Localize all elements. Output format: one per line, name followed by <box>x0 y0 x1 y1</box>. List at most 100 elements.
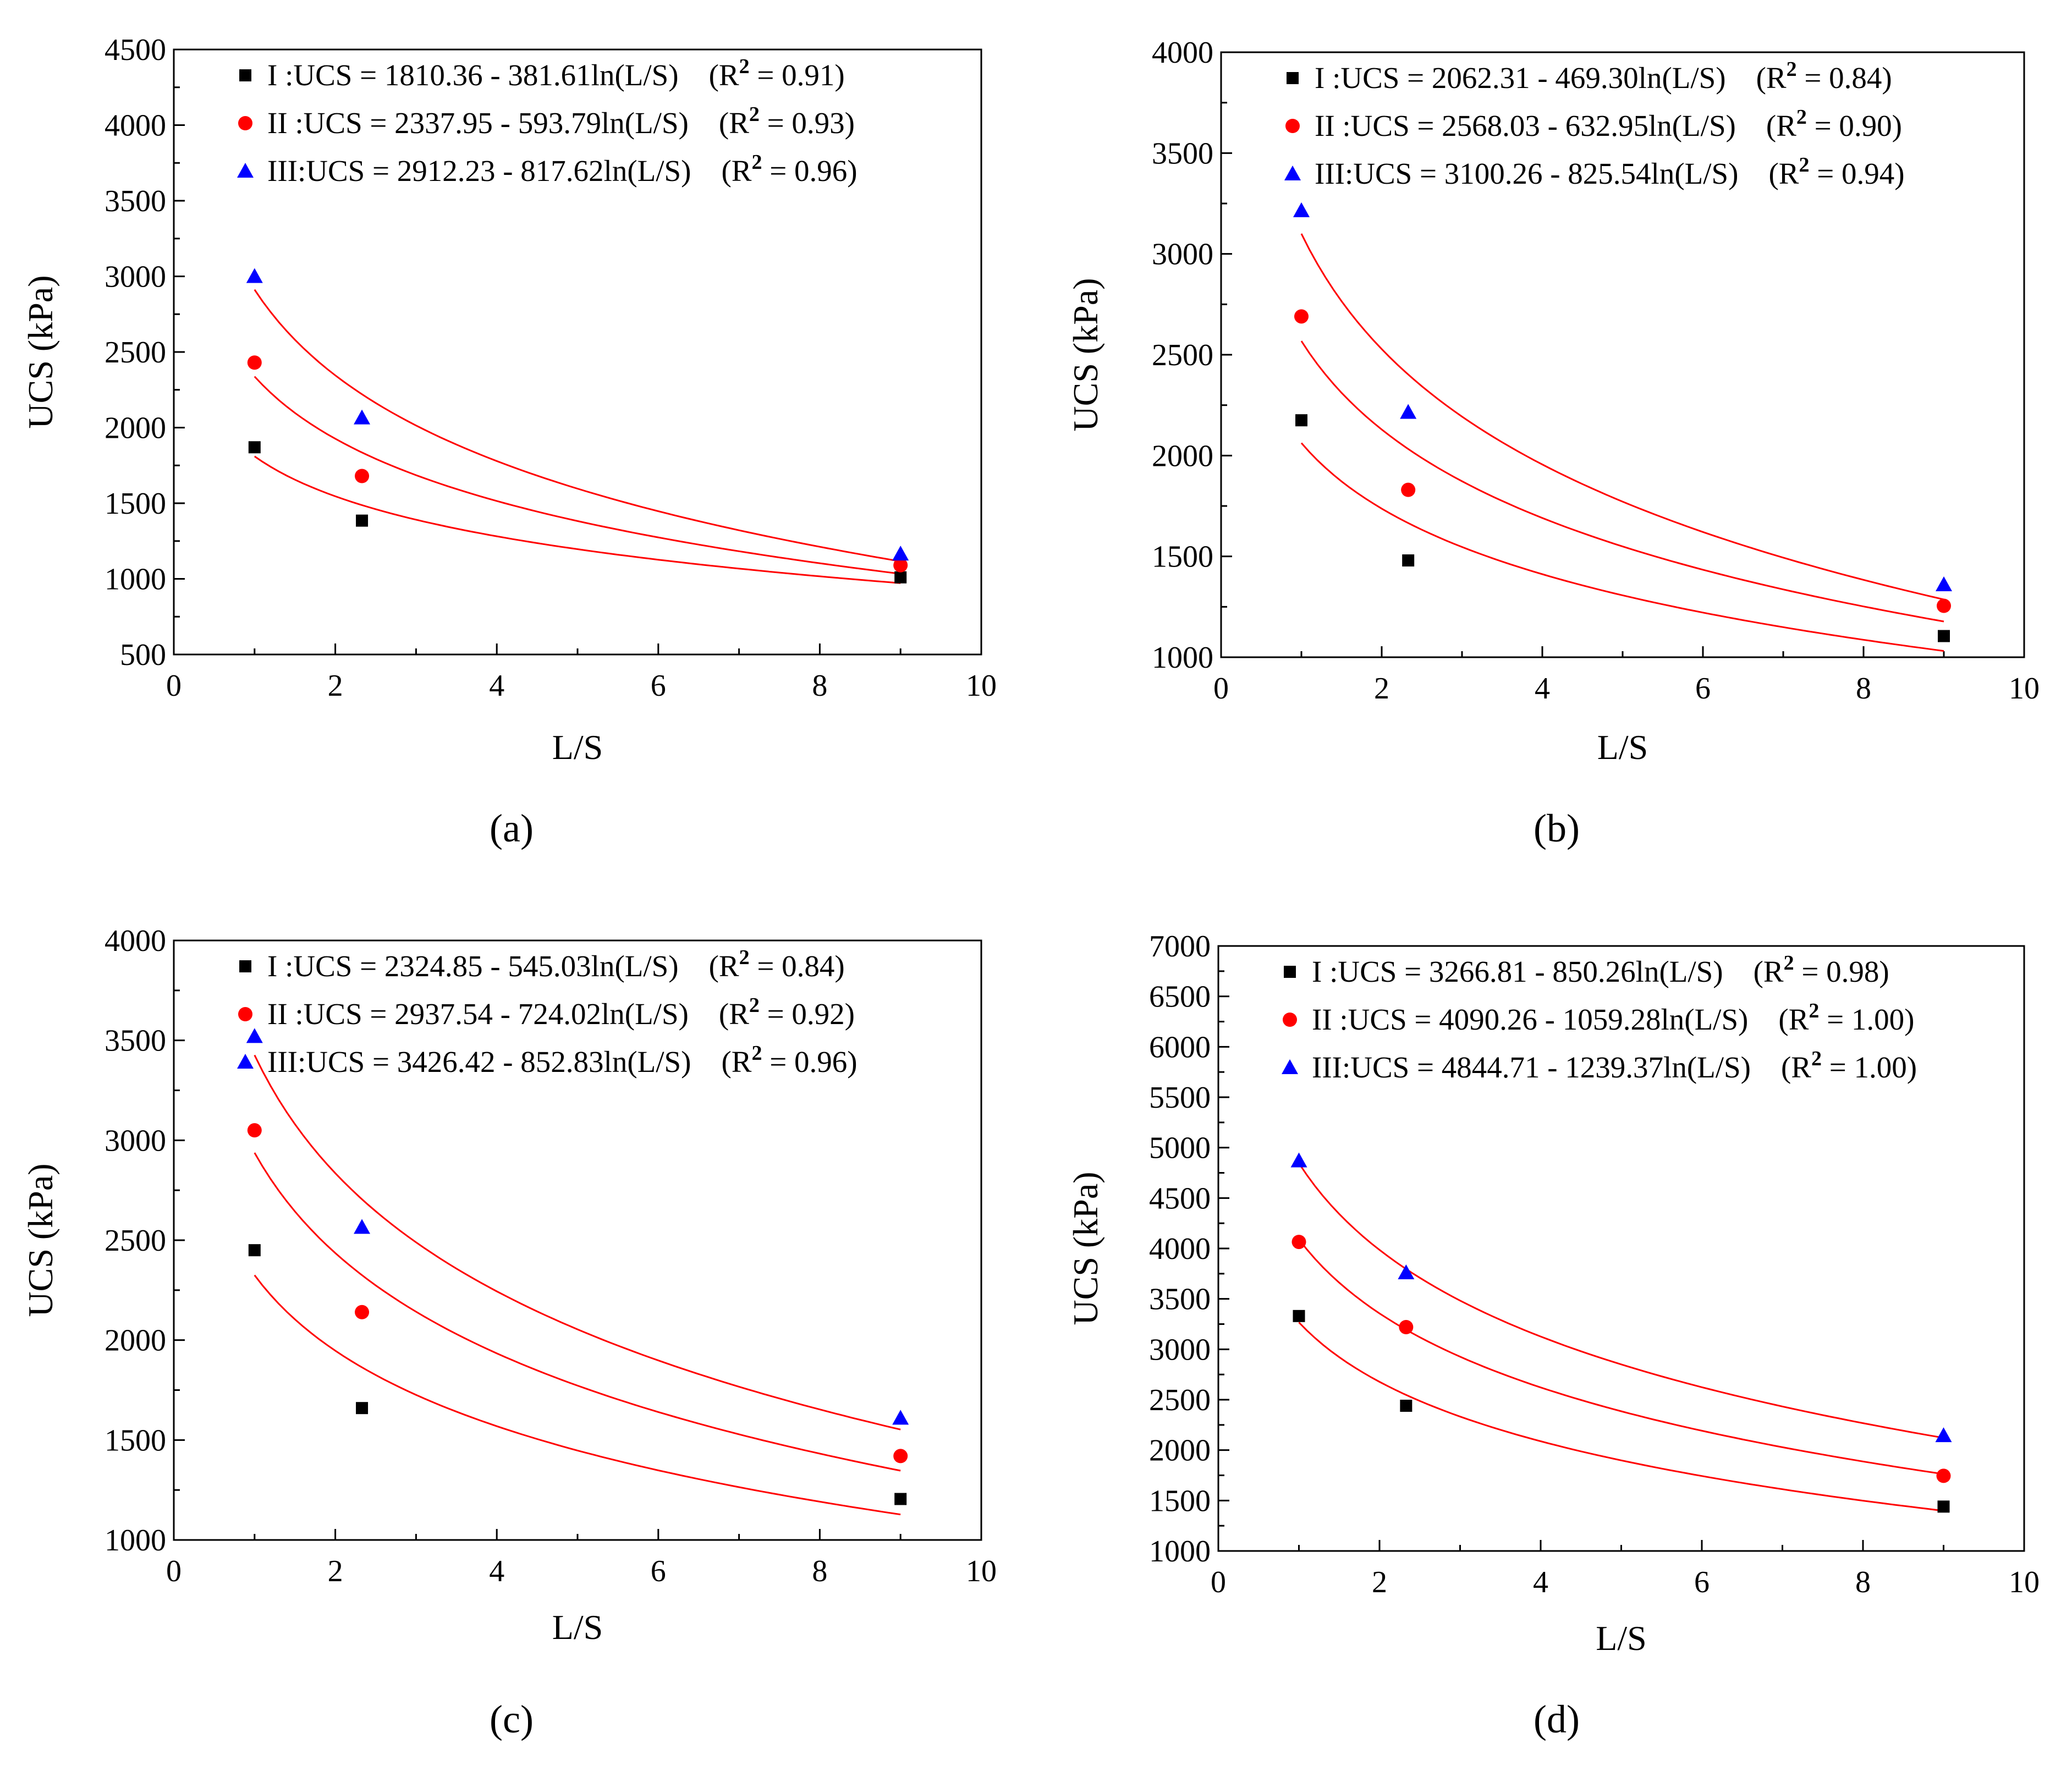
legend-equation: I :UCS = 1810.36 - 381.61ln(L/S) <box>267 58 679 92</box>
x-tick-label: 4 <box>489 669 504 703</box>
x-tick-label: 4 <box>1535 672 1550 706</box>
y-tick-label: 2000 <box>1152 439 1213 473</box>
legend-marker-series-I <box>1287 72 1299 84</box>
legend-r2-value: 1.00 <box>1854 1050 1906 1084</box>
legend-entry-series-II: II :UCS = 2568.03 - 632.95ln(L/S) (R2 = 0… <box>1315 106 1902 142</box>
panel-caption: (c) <box>490 1697 534 1741</box>
fit-curve-series-III <box>1300 233 1944 601</box>
x-tick-label: 0 <box>1213 672 1229 706</box>
y-tick-label: 4000 <box>1152 36 1213 70</box>
legend-marker-series-I <box>1284 966 1296 978</box>
y-tick-label: 2000 <box>1149 1434 1211 1468</box>
legend-r2-value: 0.84 <box>1829 61 1882 95</box>
x-tick-label: 2 <box>328 1554 343 1588</box>
legend-r2-superscript: 2 <box>749 994 760 1017</box>
x-tick-label: 10 <box>966 669 997 703</box>
y-tick-label: 3000 <box>1152 238 1213 272</box>
x-tick-label: 2 <box>328 669 343 703</box>
y-tick-label: 5500 <box>1149 1081 1211 1115</box>
y-tick-label: 3500 <box>1152 136 1213 170</box>
x-axis-label: L/S <box>552 728 603 767</box>
data-point-series-III <box>892 1410 909 1425</box>
y-tick-label: 1000 <box>1149 1534 1211 1569</box>
legend-equation: III:UCS = 3426.42 - 852.83ln(L/S) <box>267 1045 691 1079</box>
data-point-series-II <box>1936 1468 1951 1483</box>
legend-r2-close: ) <box>1907 1050 1917 1084</box>
y-tick-label: 7000 <box>1149 929 1211 964</box>
y-tick-label: 1500 <box>1149 1484 1211 1518</box>
data-point-series-III <box>1290 1152 1307 1168</box>
legend-r2-superscript: 2 <box>1784 951 1794 975</box>
fit-curve-series-II <box>254 1152 901 1472</box>
data-point-series-II <box>893 1449 908 1464</box>
y-tick-label: 2500 <box>1152 338 1213 372</box>
legend-equation: I :UCS = 3266.81 - 850.26ln(L/S) <box>1312 955 1723 988</box>
x-tick-label: 4 <box>489 1554 504 1588</box>
data-point-series-III <box>1398 1264 1415 1279</box>
data-point-series-II <box>355 469 370 483</box>
x-axis-label: L/S <box>552 1608 603 1647</box>
legend-equation: II :UCS = 4090.26 - 1059.28ln(L/S) <box>1312 1003 1748 1036</box>
legend-marker-series-I <box>239 960 251 972</box>
y-tick-label: 1000 <box>105 1523 166 1558</box>
legend-entry-series-I: I :UCS = 2062.31 - 469.30ln(L/S) (R2 = 0.… <box>1315 58 1892 95</box>
legend-r2-value: 0.93 <box>792 106 844 140</box>
panel-caption: (b) <box>1534 806 1580 850</box>
fit-curve-series-I <box>254 1274 901 1516</box>
legend-marker-series-II <box>1285 119 1300 133</box>
legend-entry-series-III: III:UCS = 4844.71 - 1239.37ln(L/S) (R2 = … <box>1312 1047 1917 1084</box>
legend-r2-equals: = <box>750 58 782 92</box>
data-point-series-II <box>893 558 908 573</box>
legend-r2-superscript: 2 <box>1799 153 1809 177</box>
legend-r2-close: ) <box>1894 157 1904 190</box>
legend-r2-value: 0.92 <box>792 997 844 1031</box>
legend-r2-value: 0.96 <box>794 154 847 188</box>
data-point-series-III <box>1935 1427 1952 1443</box>
legend-r2-equals: = <box>1807 109 1839 142</box>
x-tick-label: 0 <box>166 1554 182 1588</box>
legend-r2-value: 0.84 <box>782 949 834 983</box>
legend-r2-superscript: 2 <box>1811 1047 1822 1070</box>
legend-r2-equals: = <box>760 106 792 140</box>
plot-frame <box>173 48 982 656</box>
fit-curve-series-I <box>1300 442 1944 652</box>
legend-r2-open: (R <box>1781 1050 1811 1084</box>
legend-r2-equals: = <box>1822 1050 1854 1084</box>
fit-curve-series-I <box>254 455 901 584</box>
legend-r2-value: 0.96 <box>794 1045 847 1079</box>
y-tick-label: 2500 <box>105 1224 166 1258</box>
x-axis-label: L/S <box>1596 1619 1646 1658</box>
y-tick-label: 4000 <box>1149 1232 1211 1266</box>
data-point-series-III <box>354 409 371 425</box>
legend-entry-series-II: II :UCS = 2937.54 - 724.02ln(L/S) (R2 = 0… <box>267 994 855 1031</box>
panel-caption: (d) <box>1534 1697 1580 1741</box>
data-point-series-III <box>246 1028 263 1043</box>
y-tick-label: 3000 <box>105 260 166 294</box>
x-tick-label: 8 <box>1856 672 1871 706</box>
fit-curve-series-III <box>254 289 901 563</box>
data-point-series-II <box>1294 309 1309 324</box>
y-tick-label: 2000 <box>105 1324 166 1358</box>
y-tick-label: 6000 <box>1149 1030 1211 1064</box>
plot-frame <box>1220 51 2025 658</box>
legend-r2-superscript: 2 <box>739 55 750 78</box>
y-tick-label: 2000 <box>105 411 166 445</box>
data-point-series-II <box>355 1305 370 1319</box>
fit-curve-series-II <box>1298 1239 1944 1475</box>
legend-r2-close: ) <box>1892 109 1902 142</box>
legend-r2-open: (R <box>1778 1003 1809 1036</box>
y-tick-label: 3500 <box>105 1024 166 1058</box>
legend-r2-value: 0.91 <box>782 58 834 92</box>
legend-r2-close: ) <box>845 106 855 140</box>
chart-panel-3: 0 2 4 6 8 10 1000 1500 2000 2500 3000 3500 4000 L/S UC… <box>21 924 997 1741</box>
data-point-series-III <box>892 546 909 561</box>
data-point-series-III <box>1936 576 1952 591</box>
legend-r2-open: (R <box>719 106 749 140</box>
legend-marker-series-III <box>1284 166 1301 180</box>
legend-r2-close: ) <box>845 997 855 1031</box>
legend-r2-close: ) <box>847 1045 857 1079</box>
chart-panel-2: 0 2 4 6 8 10 1000 1500 2000 2500 3000 3500 4000 L/S UC… <box>1066 36 2040 850</box>
legend-r2-open: (R <box>1754 955 1784 988</box>
y-axis-label: UCS (kPa) <box>1066 1171 1105 1325</box>
legend-r2-open: (R <box>709 58 739 92</box>
